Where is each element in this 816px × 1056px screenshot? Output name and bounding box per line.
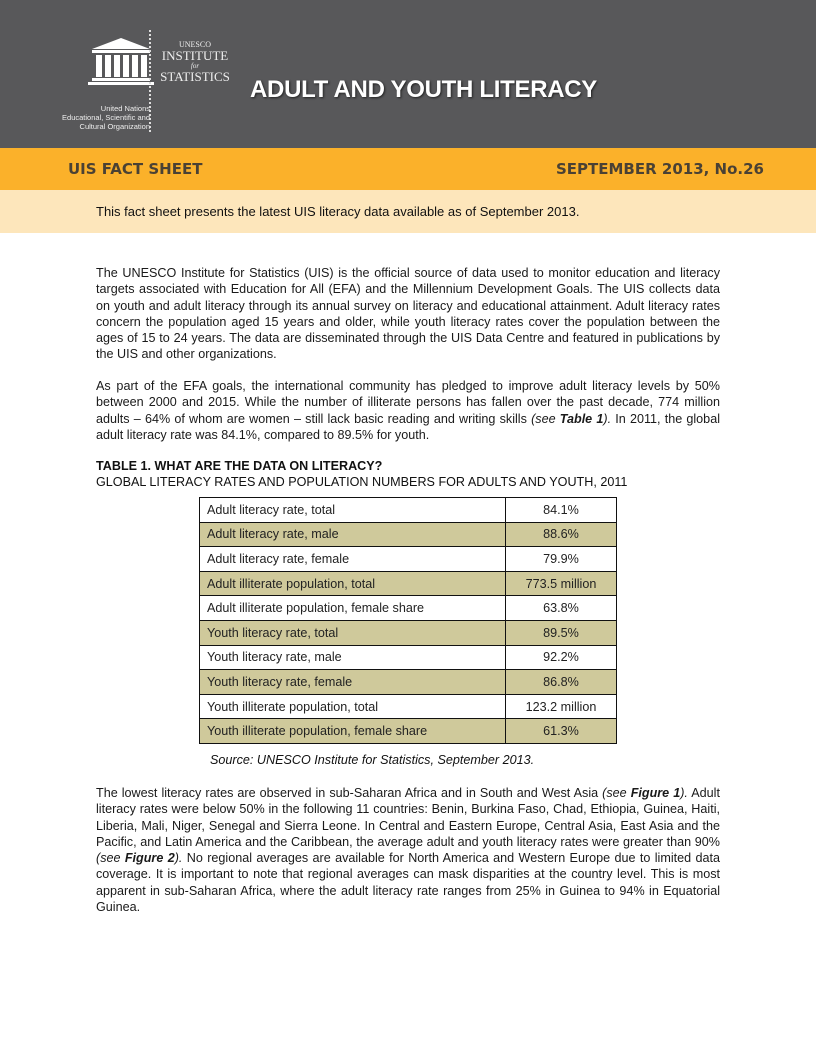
series-label: UIS FACT SHEET bbox=[68, 160, 203, 178]
table-row: Youth literacy rate, male 92.2% bbox=[199, 644, 617, 671]
row-label: Adult illiterate population, female shar… bbox=[199, 595, 506, 621]
row-label: Adult literacy rate, male bbox=[199, 521, 506, 548]
row-label: Youth literacy rate, female bbox=[199, 669, 506, 695]
row-value: 79.9% bbox=[505, 546, 617, 572]
row-value: 61.3% bbox=[505, 718, 617, 744]
row-label: Youth literacy rate, male bbox=[199, 644, 506, 671]
header: United Nations Educational, Scientific an… bbox=[0, 0, 816, 148]
row-label: Adult illiterate population, total bbox=[199, 570, 506, 597]
row-value: 89.5% bbox=[505, 619, 617, 646]
page-title: ADULT AND YOUTH LITERACY bbox=[250, 76, 598, 103]
table-row: Adult literacy rate, total 84.1% bbox=[199, 497, 617, 523]
table-row: Adult literacy rate, female 79.9% bbox=[199, 546, 617, 572]
row-value: 86.8% bbox=[505, 669, 617, 695]
row-label: Youth literacy rate, total bbox=[199, 619, 506, 646]
row-value: 92.2% bbox=[505, 644, 617, 671]
table-row: Adult literacy rate, male 88.6% bbox=[199, 521, 617, 548]
table-row: Youth literacy rate, female 86.8% bbox=[199, 669, 617, 695]
divider bbox=[149, 30, 151, 132]
literacy-table: Adult literacy rate, total 84.1% Adult lit… bbox=[199, 497, 617, 744]
table-row: Adult illiterate population, female shar… bbox=[199, 595, 617, 621]
table-row: Youth illiterate population, total 123.2 … bbox=[199, 693, 617, 720]
row-value: 63.8% bbox=[505, 595, 617, 621]
table-source: Source: UNESCO Institute for Statistics,… bbox=[210, 753, 535, 767]
table-row: Youth literacy rate, total 89.5% bbox=[199, 619, 617, 646]
table-row: Adult illiterate population, total 773.5 … bbox=[199, 570, 617, 597]
table-row: Youth illiterate population, female shar… bbox=[199, 718, 617, 744]
row-value: 84.1% bbox=[505, 497, 617, 523]
row-label: Adult literacy rate, total bbox=[199, 497, 506, 523]
table-heading: TABLE 1. WHAT ARE THE DATA ON LITERACY? G… bbox=[96, 459, 628, 489]
paragraph-3: The lowest literacy rates are observed i… bbox=[96, 786, 720, 915]
row-value: 773.5 million bbox=[505, 570, 617, 597]
unesco-temple-icon bbox=[88, 38, 154, 85]
org-name: United Nations Educational, Scientific an… bbox=[62, 104, 150, 131]
intro-box: This fact sheet presents the latest UIS … bbox=[0, 190, 816, 233]
uis-logo: UNESCO INSTITUTE for STATISTICS bbox=[160, 40, 230, 84]
row-label: Youth illiterate population, total bbox=[199, 693, 506, 720]
row-label: Adult literacy rate, female bbox=[199, 546, 506, 572]
issue-label: SEPTEMBER 2013, No.26 bbox=[555, 160, 764, 178]
row-value: 88.6% bbox=[505, 521, 617, 548]
intro-text: This fact sheet presents the latest UIS … bbox=[96, 204, 580, 219]
row-label: Youth illiterate population, female shar… bbox=[199, 718, 506, 744]
paragraph-1: The UNESCO Institute for Statistics (UIS… bbox=[96, 266, 720, 362]
factsheet-band: UIS FACT SHEET SEPTEMBER 2013, No.26 bbox=[0, 148, 816, 190]
paragraph-2: As part of the EFA goals, the internatio… bbox=[96, 379, 720, 442]
row-value: 123.2 million bbox=[505, 693, 617, 720]
